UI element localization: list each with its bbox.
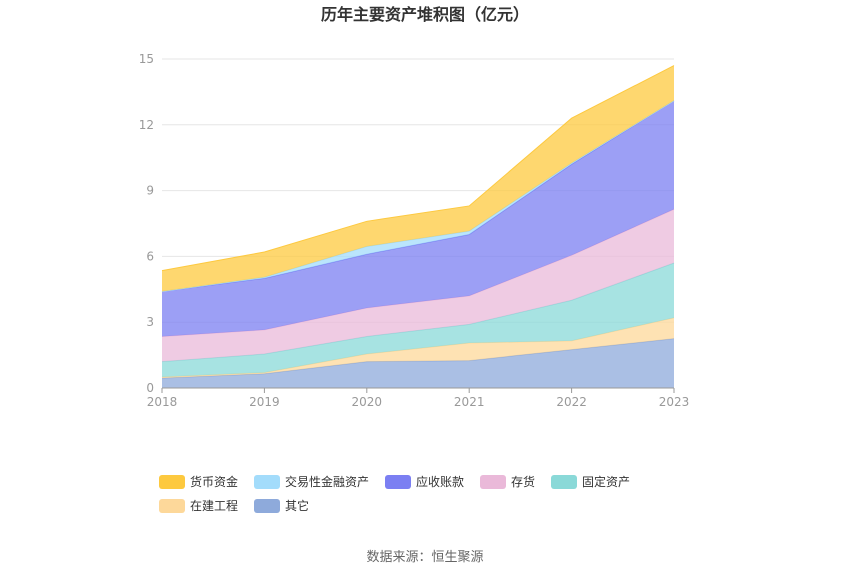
area-series [161,65,675,388]
legend-swatch [159,475,185,489]
legend-label: 固定资产 [582,474,630,489]
y-tick-label: 3 [146,315,154,329]
area-series-4 [162,100,674,337]
y-tick-label: 15 [139,52,154,66]
x-tick-label: 2020 [352,395,383,409]
area-series-6 [162,65,674,292]
legend-label: 其它 [285,498,309,513]
legend-swatch [385,475,411,489]
x-tick-label: 2023 [659,395,690,409]
legend-label: 在建工程 [190,498,238,513]
y-tick-label: 0 [146,381,154,395]
legend-label: 存货 [511,474,535,489]
x-tick-label: 2022 [556,395,587,409]
legend-label: 货币资金 [190,474,238,489]
y-tick-label: 9 [146,184,154,198]
legend-label: 交易性金融资产 [285,474,369,489]
source-note: 数据来源：恒生聚源 [366,550,483,565]
chart-title: 历年主要资产堆积图（亿元） [321,5,529,24]
x-tick-label: 2021 [454,395,485,409]
legend-label: 应收账款 [416,474,464,489]
area-series-0 [162,338,674,388]
y-tick-label: 12 [139,118,154,132]
legend-swatch [551,475,577,489]
area-series-2 [162,262,674,378]
x-tick-label: 2018 [147,395,178,409]
legend-swatch [254,475,280,489]
legend-swatch [159,499,185,513]
legend-swatch [254,499,280,513]
area-series-line-6 [161,65,675,272]
area-series-1 [162,317,674,379]
legend-swatch [480,475,506,489]
axes: 0 3 6 9 12 15 2018 2019 2020 2021 2022 2023 [139,52,690,409]
y-tick-label: 6 [146,249,154,263]
x-tick-label: 2019 [249,395,280,409]
area-series-3 [162,209,674,362]
